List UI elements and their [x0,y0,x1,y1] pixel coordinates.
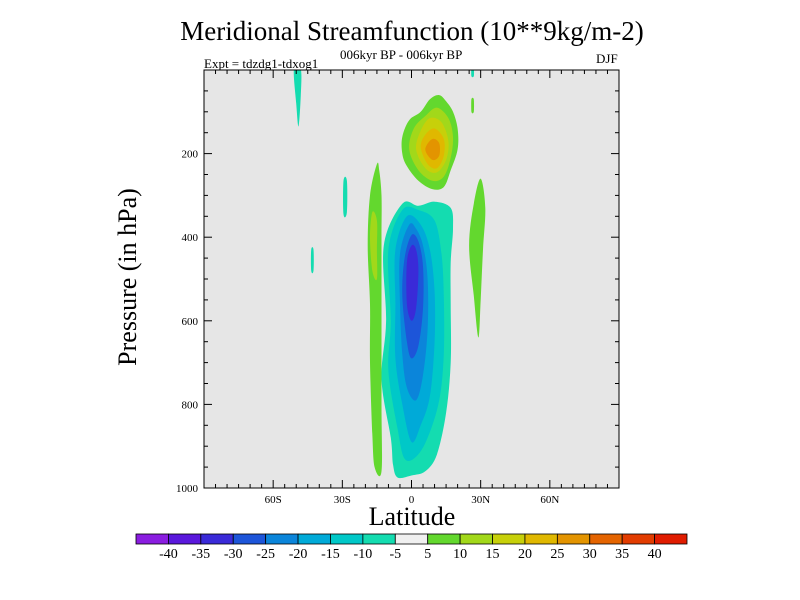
colorbar-label: 20 [518,547,532,562]
colorbar-label: -15 [321,547,340,562]
colorbar-box [589,533,623,545]
colorbar-label: 30 [583,547,597,562]
colorbar-box [265,533,299,545]
colorbar-box [556,533,591,545]
colorbar-box [168,533,202,545]
contour-region-5-13 [471,97,475,114]
colorbar-box [459,533,493,545]
contour-region--10-1 [293,70,302,127]
colorbar-label: -25 [256,547,275,562]
axis-ticks: 60S 30S 0 30N 60N 200 400 600 800 1000 [176,70,620,506]
x-axis-label: Latitude [368,502,456,531]
contour-region-5-11 [469,178,486,338]
colorbar-box [330,533,364,545]
colorbar-box [135,533,169,545]
colorbar-box [492,533,526,545]
season-label: DJF [596,51,618,66]
colorbar-box [362,533,396,545]
contour-region--10-2 [343,176,348,218]
colorbar-box [394,533,429,545]
colorbar-label: -30 [224,547,243,562]
y-tick-label: 200 [182,149,199,161]
colorbar-box [297,533,331,545]
contour-region--10-3 [310,247,314,274]
colorbar-box [427,533,461,545]
colorbar-box [232,533,267,545]
experiment-label: Expt = tdzdg1-tdxog1 [204,56,319,71]
colorbar-label: -5 [389,547,401,562]
colorbar-label: 35 [615,547,629,562]
colorbar: -40 -35 -30 -25 -20 -15 -10 -5 5 10 15 20 25 30 35 40 [135,533,688,562]
colorbar-box [524,533,558,545]
contour-region--10-4 [471,70,475,78]
contour-region-10-14 [370,211,378,281]
x-tick-label: 0 [409,494,415,506]
colorbar-box [654,533,688,545]
contour-region-25-18 [425,138,441,161]
y-tick-label: 1000 [176,483,199,495]
colorbar-label: -10 [354,547,373,562]
chart-subtitle: 006kyr BP - 006kyr BP [340,47,463,62]
y-tick-label: 400 [182,232,199,244]
contour-fills [293,70,486,479]
colorbar-label: 15 [486,547,500,562]
colorbar-label: 10 [453,547,467,562]
y-tick-label: 800 [182,399,199,411]
x-tick-label: 60S [265,494,282,506]
colorbar-label: 5 [424,547,431,562]
colorbar-label: 25 [550,547,564,562]
colorbar-label: -35 [191,547,210,562]
chart-title: Meridional Streamfunction (10**9kg/m-2) [180,16,644,46]
colorbar-label: 40 [648,547,662,562]
contour-region--35-9 [406,244,419,321]
x-tick-label: 30S [334,494,351,506]
colorbar-box [621,533,655,545]
y-tick-label: 600 [182,316,199,328]
colorbar-label: -40 [159,547,178,562]
colorbar-box [200,533,234,545]
x-tick-label: 30N [471,494,490,506]
x-tick-label: 60N [540,494,559,506]
colorbar-label: -20 [289,547,308,562]
